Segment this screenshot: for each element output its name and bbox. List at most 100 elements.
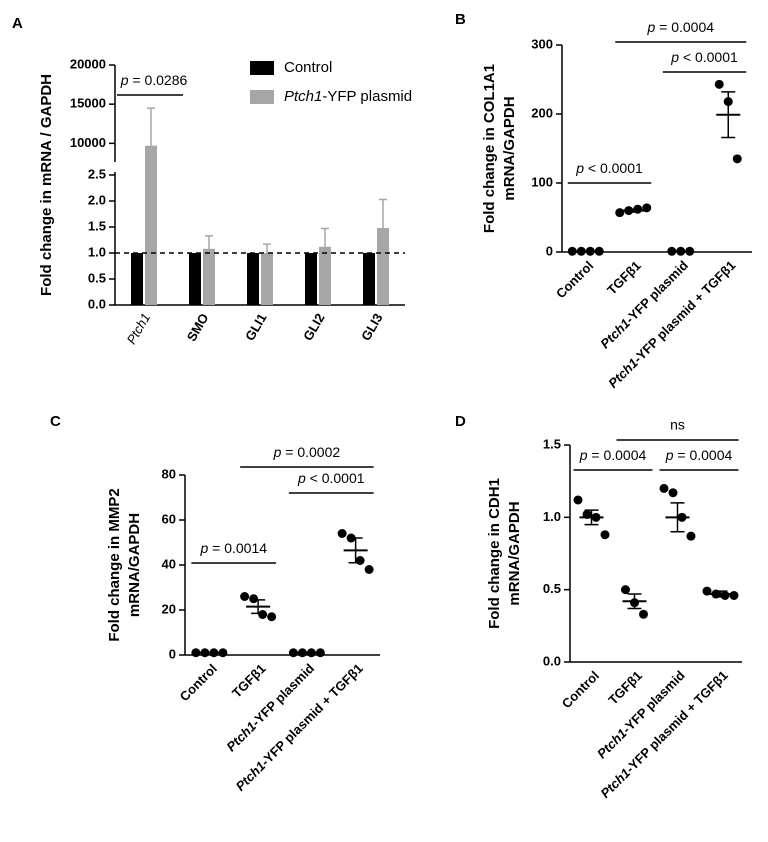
y-tick-label: 0.5 xyxy=(88,270,106,285)
y-axis-label: mRNA/GAPDH xyxy=(501,96,518,200)
y-axis-label: Fold change in mRNA / GAPDH xyxy=(38,74,55,296)
data-point xyxy=(594,246,604,256)
y-tick-label: 1.5 xyxy=(88,218,106,233)
y-tick-label: 1.5 xyxy=(543,436,561,451)
y-tick-label: 0.0 xyxy=(88,296,106,311)
bar xyxy=(247,253,259,305)
panel-label: A xyxy=(12,15,23,32)
error-bar xyxy=(263,243,271,253)
y-tick-label: 20 xyxy=(162,601,176,616)
x-tick-label: GLI1 xyxy=(242,311,269,344)
y-tick-label: 20000 xyxy=(70,56,106,71)
y-tick-label: 60 xyxy=(162,511,176,526)
sem-bar xyxy=(348,537,363,564)
bar xyxy=(145,145,157,305)
data-point xyxy=(729,590,739,600)
y-tick-label: 200 xyxy=(531,105,553,120)
sem-bar xyxy=(670,502,685,533)
y-tick-label: 15000 xyxy=(70,96,106,111)
x-tick-label: Ptch1-YFP plasmid xyxy=(598,258,692,352)
data-point xyxy=(668,488,678,498)
y-tick-label: 40 xyxy=(162,556,176,571)
data-point xyxy=(720,590,730,600)
comparison-label: p < 0.0001 xyxy=(297,470,365,486)
bar xyxy=(363,253,375,305)
legend-swatch xyxy=(250,90,274,104)
data-point xyxy=(191,648,201,658)
y-tick-label: 0 xyxy=(546,243,553,258)
y-tick-label: 100 xyxy=(531,174,553,189)
y-tick-label: 0.0 xyxy=(543,653,561,668)
comparison-label: p = 0.0004 xyxy=(579,447,647,463)
x-tick-label: TGFβ1 xyxy=(604,258,644,298)
x-tick-label: Control xyxy=(177,661,220,704)
x-tick-label: TGFβ1 xyxy=(605,668,645,708)
data-point xyxy=(567,246,577,256)
data-point xyxy=(240,592,250,601)
y-tick-label: 300 xyxy=(531,36,553,51)
y-axis-label: Fold change in MMP2 xyxy=(106,488,123,641)
sem-bar xyxy=(626,208,641,213)
bar xyxy=(377,228,389,305)
error-bar xyxy=(147,107,155,146)
y-axis-label: Fold change in COL1A1 xyxy=(481,64,498,233)
x-tick-label: GLI3 xyxy=(358,311,385,344)
x-tick-label: Control xyxy=(559,668,602,711)
data-point xyxy=(315,648,325,658)
x-tick-label: Ptch1 xyxy=(124,311,154,347)
bar xyxy=(261,253,273,305)
sem-bar xyxy=(627,593,642,610)
panel-label: B xyxy=(455,11,466,28)
comparison-label: p = 0.0004 xyxy=(646,19,714,35)
comparison-label: p < 0.0001 xyxy=(575,160,643,176)
x-tick-label: TGFβ1 xyxy=(229,661,269,701)
y-tick-label: 2.0 xyxy=(88,192,106,207)
data-point xyxy=(364,565,374,574)
y-tick-label: 1.0 xyxy=(88,244,106,259)
bar xyxy=(203,248,215,305)
data-point xyxy=(258,610,268,619)
data-point xyxy=(600,530,610,540)
data-point xyxy=(355,556,365,565)
data-point xyxy=(218,648,228,658)
comparison-label: p = 0.0014 xyxy=(199,540,267,556)
panel-label: D xyxy=(455,413,466,430)
sem-bar xyxy=(584,509,599,526)
y-tick-label: 0.5 xyxy=(543,581,561,596)
sem-bar xyxy=(721,91,736,139)
data-point xyxy=(267,612,277,622)
error-bar xyxy=(205,235,213,249)
data-point xyxy=(639,609,648,619)
x-tick-label: GLI2 xyxy=(300,311,327,344)
data-point xyxy=(288,648,298,658)
data-point xyxy=(714,79,724,89)
data-point xyxy=(686,531,696,541)
data-point xyxy=(573,495,583,505)
legend-label: Ptch1-YFP plasmid xyxy=(284,88,412,105)
error-bar xyxy=(379,198,387,229)
x-tick-label: Control xyxy=(553,258,596,301)
error-bar xyxy=(321,227,329,247)
y-axis-label: mRNA/GAPDH xyxy=(506,501,523,605)
bar xyxy=(319,246,331,305)
comparison-label: p < 0.0001 xyxy=(670,49,738,65)
data-point xyxy=(337,529,347,538)
sem-bar xyxy=(251,599,266,615)
bar xyxy=(189,253,201,305)
y-tick-label: 0 xyxy=(169,646,176,661)
bar xyxy=(305,253,317,305)
data-point xyxy=(621,585,630,595)
y-tick-label: 2.5 xyxy=(88,166,106,181)
y-axis-label: Fold change in CDH1 xyxy=(486,478,503,629)
x-tick-label: Ptch1-YFP plasmid xyxy=(224,661,318,755)
y-tick-label: 10000 xyxy=(70,135,106,150)
x-tick-label: SMO xyxy=(184,311,212,344)
comparison-label: p = 0.0286 xyxy=(120,72,188,88)
data-point xyxy=(732,154,742,164)
y-tick-label: 80 xyxy=(162,466,176,481)
panel-label: C xyxy=(50,413,61,430)
sem-bar xyxy=(713,590,728,598)
comparison-label: p = 0.0004 xyxy=(665,447,733,463)
legend-swatch xyxy=(250,61,274,75)
